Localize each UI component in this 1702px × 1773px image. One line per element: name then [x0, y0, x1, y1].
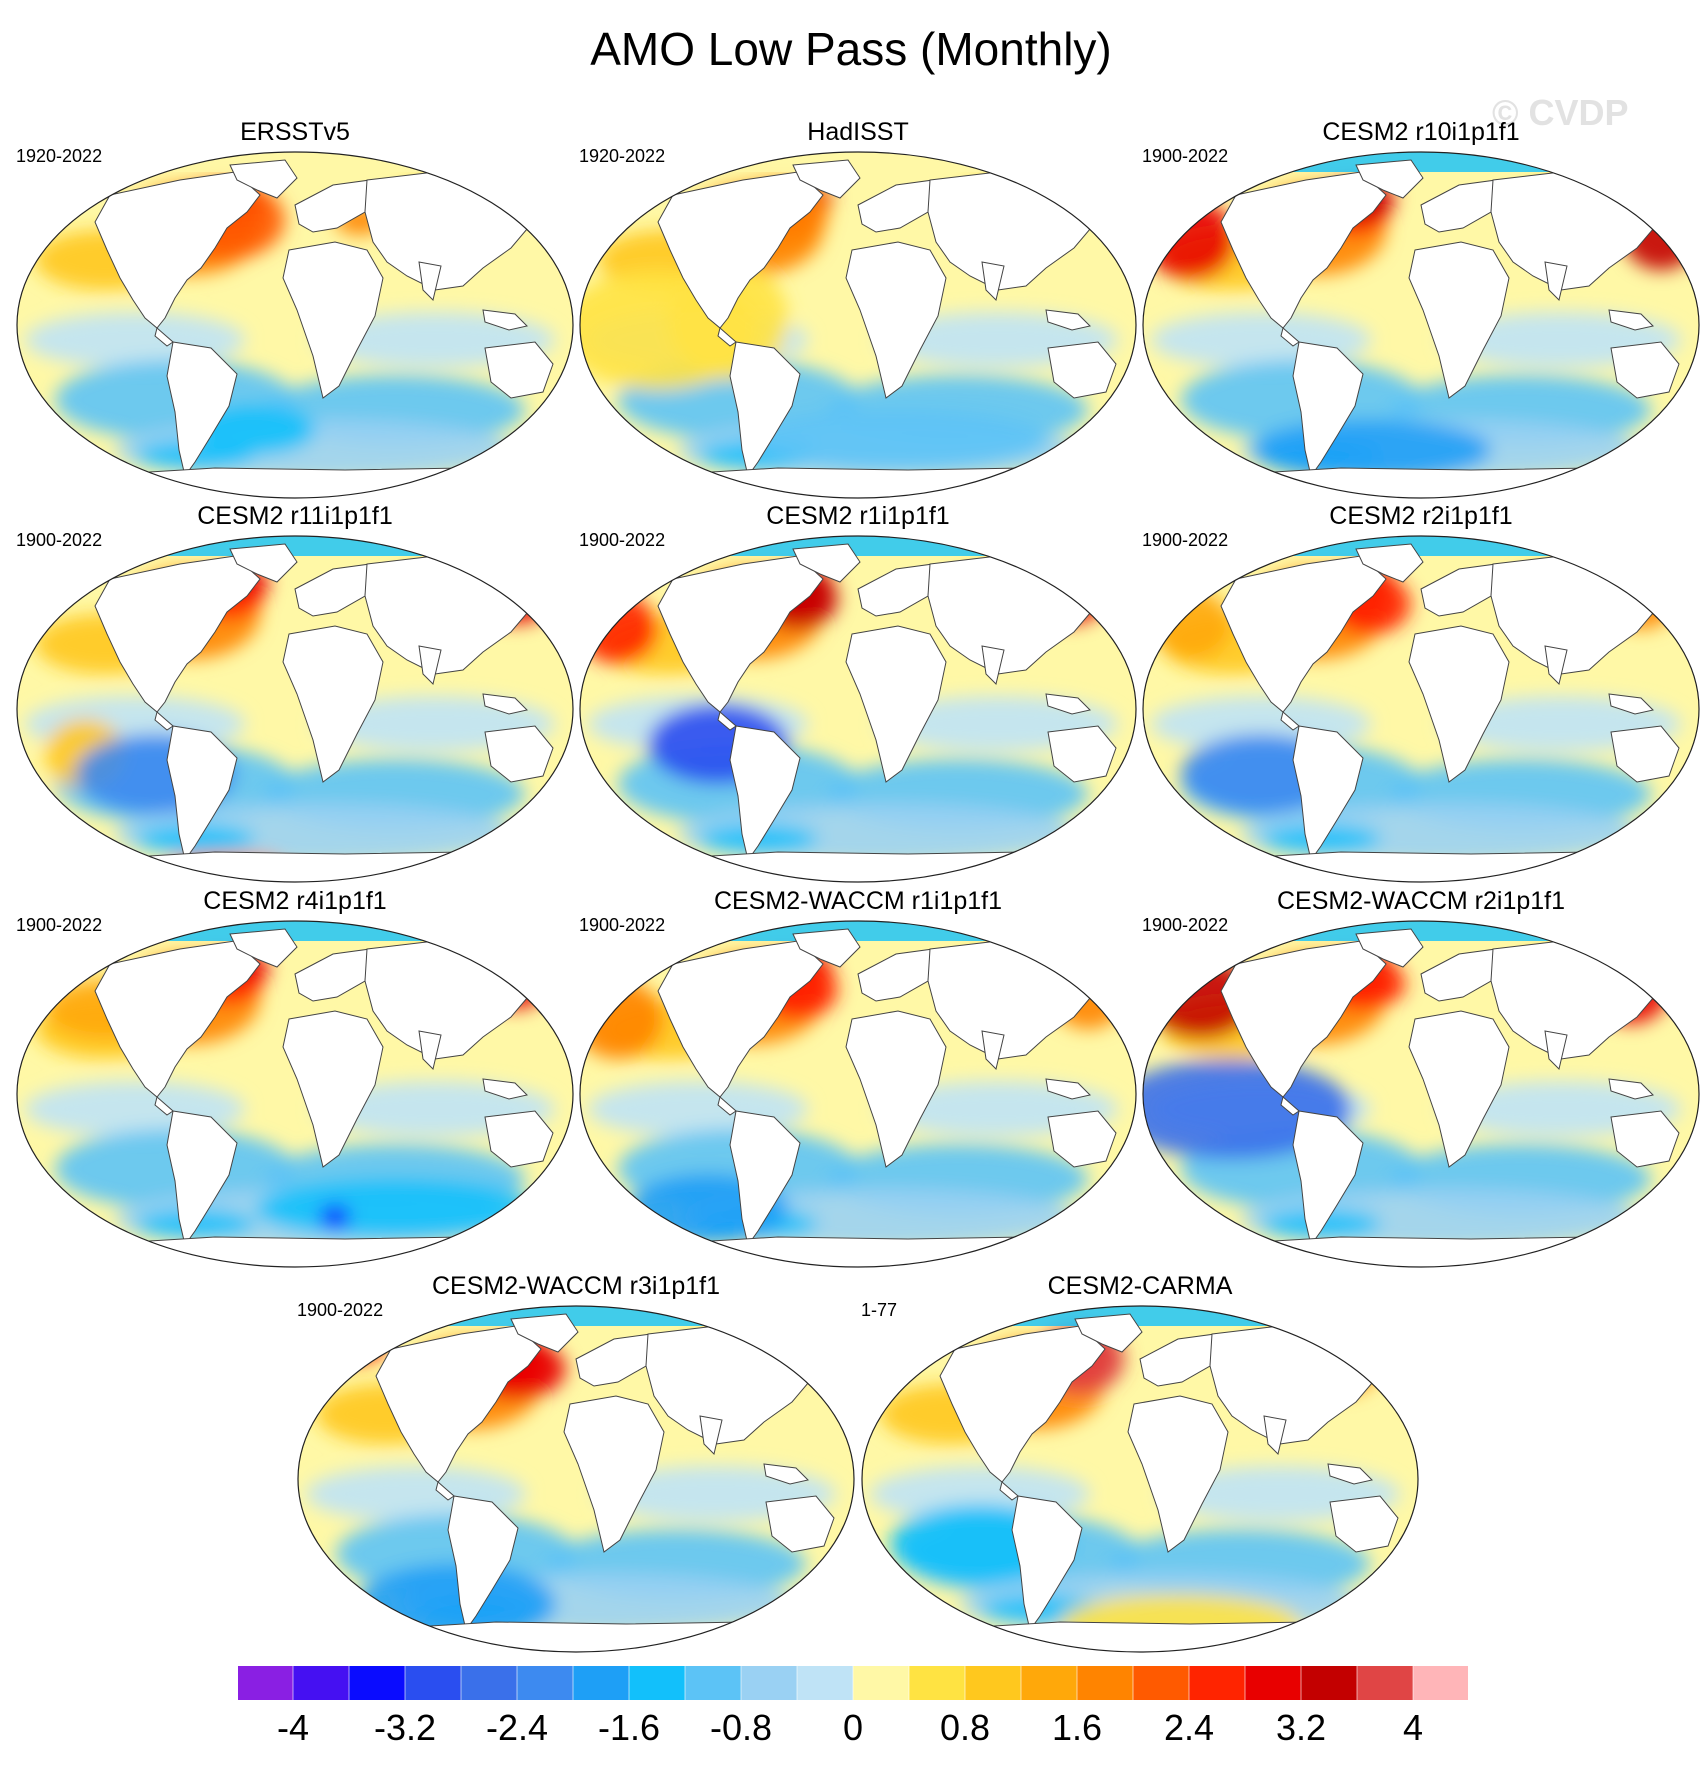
colorbar [237, 1665, 1469, 1701]
panel-title: HadISST [807, 118, 909, 146]
robinson-sst-map [16, 535, 574, 883]
colorbar-swatch [1020, 1665, 1078, 1701]
robinson-sst-map [16, 151, 574, 499]
colorbar-swatch [964, 1665, 1022, 1701]
colorbar-tick-label: 3.2 [1275, 1707, 1327, 1748]
colorbar-swatch [237, 1665, 294, 1701]
robinson-sst-map [16, 920, 574, 1268]
robinson-sst-map [579, 920, 1137, 1268]
colorbar-swatch [1188, 1665, 1246, 1701]
colorbar-swatch [628, 1665, 686, 1701]
panel-title: CESM2 r2i1p1f1 [1329, 502, 1513, 530]
panel-period: 1900-2022 [579, 915, 666, 935]
cvdp-watermark: © CVDP [1492, 92, 1629, 133]
panel-title: CESM2-WACCM r2i1p1f1 [1276, 887, 1566, 915]
robinson-sst-map [579, 535, 1137, 883]
panel-period: 1900-2022 [579, 530, 666, 550]
colorbar-tick-label: -3.2 [373, 1707, 437, 1748]
colorbar-tick-label: -4 [276, 1707, 310, 1748]
map-panel: HadISST 1920-2022 [578, 118, 1138, 499]
panel-title: CESM2 r4i1p1f1 [203, 887, 387, 915]
colorbar-tick-label: 4 [1402, 1707, 1424, 1748]
colorbar-tick-label: -2.4 [485, 1707, 549, 1748]
panel-title: CESM2 r10i1p1f1 [1322, 118, 1520, 146]
colorbar-swatch [292, 1665, 350, 1701]
colorbar-swatch [852, 1665, 910, 1701]
colorbar-swatch [1300, 1665, 1358, 1701]
panel-period: 1900-2022 [16, 915, 103, 935]
colorbar-tick-label: -0.8 [709, 1707, 773, 1748]
colorbar-tick-label: 0.8 [939, 1707, 991, 1748]
map-panel: CESM2 r4i1p1f1 1900-2022 [15, 887, 575, 1268]
colorbar-tick-label: 1.6 [1051, 1707, 1103, 1748]
colorbar-swatch [740, 1665, 798, 1701]
colorbar-swatch [1356, 1665, 1414, 1701]
map-panel: CESM2 r10i1p1f1 1900-2022 [1141, 118, 1701, 499]
panel-period: 1900-2022 [1142, 146, 1229, 166]
panel-title: CESM2 r11i1p1f1 [197, 502, 393, 530]
panel-period: 1900-2022 [297, 1300, 384, 1320]
map-panel: CESM2-WACCM r1i1p1f1 1900-2022 [578, 887, 1138, 1268]
robinson-sst-map [579, 151, 1137, 499]
map-panel: ERSSTv5 1920-2022 [15, 118, 575, 499]
colorbar-swatch [572, 1665, 630, 1701]
colorbar-swatch [516, 1665, 574, 1701]
panel-title: ERSSTv5 [240, 118, 350, 146]
robinson-sst-map [1142, 535, 1700, 883]
map-panel: CESM2-CARMA 1-77 [860, 1272, 1420, 1653]
colorbar-tick-label: -1.6 [597, 1707, 661, 1748]
colorbar-swatch [684, 1665, 742, 1701]
colorbar-tick-label: 2.4 [1163, 1707, 1215, 1748]
panel-period: 1920-2022 [16, 146, 103, 166]
robinson-sst-map [861, 1305, 1419, 1653]
panel-period: 1900-2022 [16, 530, 103, 550]
panel-period: 1900-2022 [1142, 915, 1229, 935]
colorbar-swatch [348, 1665, 406, 1701]
colorbar-tick-label: 0 [842, 1707, 864, 1748]
panel-title: CESM2-WACCM r3i1p1f1 [431, 1272, 721, 1300]
panel-title: CESM2 r1i1p1f1 [766, 502, 950, 530]
map-panel: CESM2 r1i1p1f1 1900-2022 [578, 502, 1138, 883]
panel-period: 1900-2022 [1142, 530, 1229, 550]
panel-period: 1-77 [861, 1300, 898, 1320]
colorbar-swatch [796, 1665, 854, 1701]
robinson-sst-map [297, 1305, 855, 1653]
colorbar-swatch [1076, 1665, 1134, 1701]
map-panel: CESM2-WACCM r3i1p1f1 1900-2022 [296, 1272, 856, 1653]
panel-title: CESM2-CARMA [1047, 1272, 1233, 1300]
robinson-sst-map [1142, 920, 1700, 1268]
map-panel: CESM2 r2i1p1f1 1900-2022 [1141, 502, 1701, 883]
map-panel: CESM2-WACCM r2i1p1f1 1900-2022 [1141, 887, 1701, 1268]
figure-title: AMO Low Pass (Monthly) [590, 23, 1112, 75]
robinson-sst-map [1142, 151, 1700, 499]
colorbar-swatch [908, 1665, 966, 1701]
colorbar-swatch [1244, 1665, 1302, 1701]
colorbar-swatch [460, 1665, 518, 1701]
panel-title: CESM2-WACCM r1i1p1f1 [713, 887, 1003, 915]
colorbar-swatch [404, 1665, 462, 1701]
panel-period: 1920-2022 [579, 146, 666, 166]
map-panel: CESM2 r11i1p1f1 1900-2022 [15, 502, 575, 883]
colorbar-swatch [1132, 1665, 1190, 1701]
colorbar-swatch [1412, 1665, 1469, 1701]
